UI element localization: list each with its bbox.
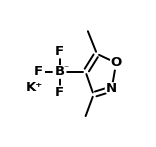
Text: K⁺: K⁺ — [26, 81, 43, 94]
Circle shape — [105, 83, 118, 95]
Text: F: F — [55, 86, 64, 99]
Text: ⁻: ⁻ — [63, 64, 69, 74]
Text: F: F — [34, 65, 43, 78]
Text: F: F — [55, 45, 64, 58]
Text: B: B — [54, 65, 65, 78]
Circle shape — [53, 45, 66, 58]
Circle shape — [110, 57, 122, 69]
Text: O: O — [111, 56, 122, 69]
Circle shape — [28, 82, 41, 94]
Circle shape — [32, 66, 44, 78]
Circle shape — [53, 86, 66, 99]
Circle shape — [53, 66, 66, 78]
Text: N: N — [106, 82, 117, 95]
